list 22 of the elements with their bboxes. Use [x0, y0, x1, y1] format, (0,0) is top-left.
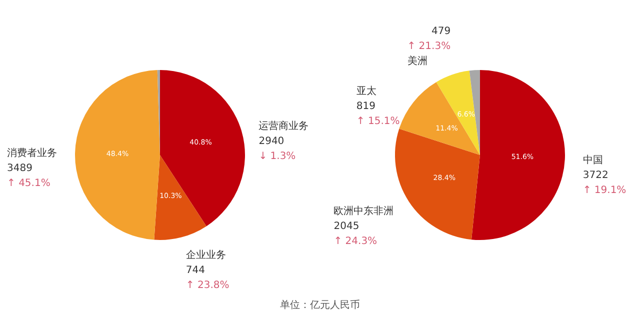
text: 819 [356, 100, 376, 112]
slice-label: 欧洲中东非洲 [334, 204, 394, 220]
text: ↑ 21.3% [407, 40, 451, 52]
slice-label: 运营商业务 [258, 120, 309, 134]
text: 2045 [334, 221, 360, 232]
slice-label: 中国 [582, 154, 604, 168]
text: 单位：亿元人民币 [279, 298, 361, 312]
slice-label: 亚太 [356, 84, 378, 99]
slice-label: 美洲 [407, 54, 428, 69]
text: 3722 [582, 170, 608, 182]
text: ↑ 23.8% [186, 280, 230, 291]
text: ↑ 19.1% [582, 185, 626, 196]
text: 479 [431, 26, 451, 37]
text: ↑ 45.1% [7, 178, 50, 190]
text: 3489 [7, 163, 32, 174]
slice-label: 消费者业务 [7, 146, 58, 162]
text: ↑ 15.1% [356, 116, 400, 127]
text: ↑ 24.3% [334, 236, 378, 248]
text: 2940 [258, 136, 284, 147]
text: 744 [186, 264, 206, 276]
text: ↓ 1.3% [258, 150, 296, 162]
slice-label: 企业业务 [186, 248, 227, 263]
